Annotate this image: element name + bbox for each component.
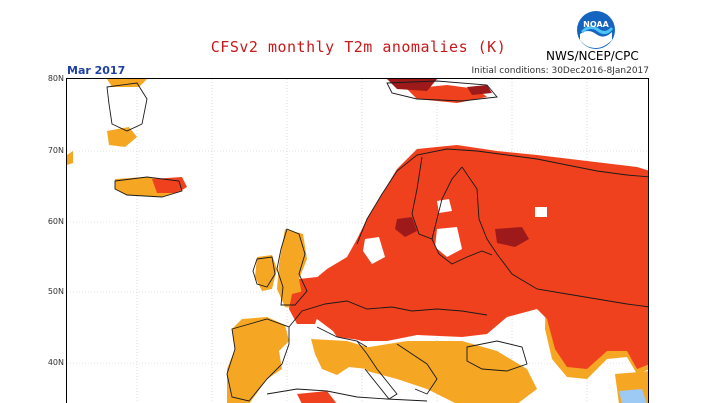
- agency-label: NWS/NCEP/CPC: [546, 49, 639, 63]
- lat-label-80n: 80N: [47, 74, 64, 83]
- chart-title: CFSv2 monthly T2m anomalies (K): [210, 38, 507, 56]
- forecast-period: Mar 2017: [67, 64, 126, 77]
- initial-conditions: Initial conditions: 30Dec2016-8Jan2017: [471, 66, 649, 76]
- lat-label-50n: 50N: [47, 287, 64, 296]
- lat-label-70n: 70N: [47, 146, 64, 155]
- logo-text: NOAA: [583, 20, 609, 29]
- strong-warm-anomaly: [387, 79, 529, 247]
- non-significant-areas: [363, 199, 547, 264]
- cool-anomaly: [619, 389, 647, 403]
- map-canvas: [67, 79, 648, 403]
- anomaly-map: [66, 78, 649, 403]
- lat-label-60n: 60N: [47, 217, 64, 226]
- warm-anomaly: [152, 85, 648, 403]
- country-borders: [106, 80, 648, 402]
- lat-label-40n: 40N: [47, 358, 64, 367]
- noaa-logo: NOAA: [577, 11, 615, 49]
